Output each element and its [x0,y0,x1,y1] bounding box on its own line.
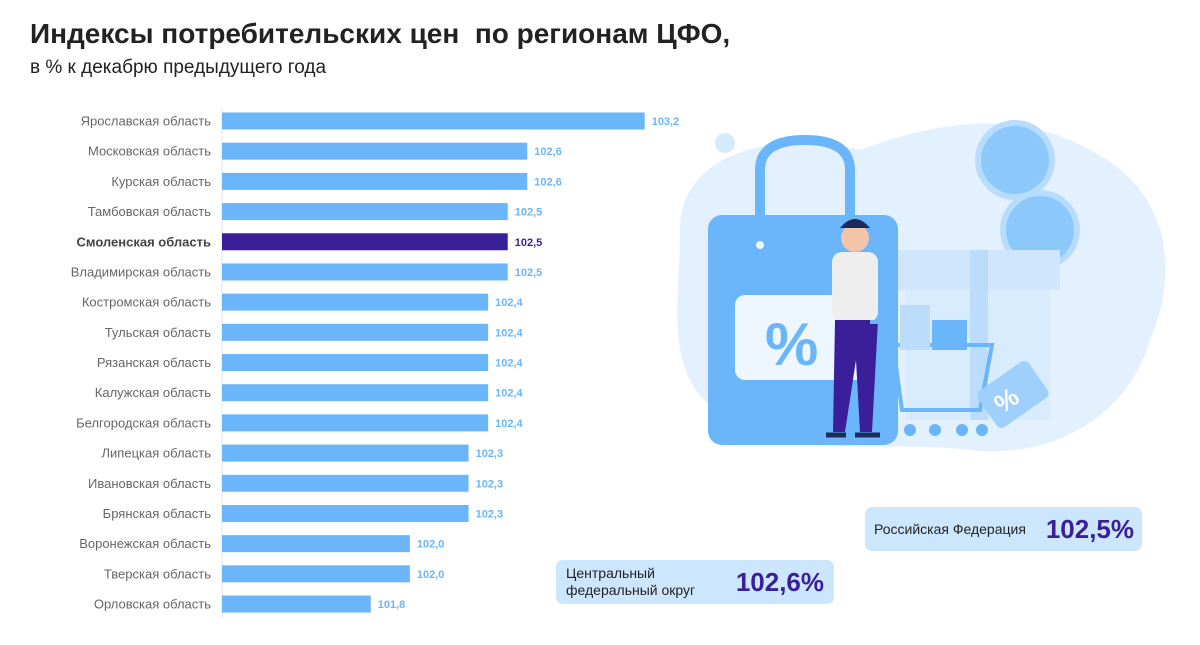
bar [222,504,469,522]
coin-icon [975,120,1055,200]
shopping-cart-icon [870,320,995,412]
value-label: 102,3 [476,508,504,520]
value-label: 102,0 [417,569,445,581]
bar [222,142,528,160]
price-tag-icon [977,360,1049,428]
value-label: 102,5 [515,237,543,249]
page-subtitle: в % к декабрю предыдущего года [30,57,327,78]
page-title: Индексы потребительских цен по регионам … [30,18,731,49]
category-label: Липецкая область [102,446,212,461]
bar [222,354,489,372]
category-label: Воронежская область [79,536,211,551]
category-label: Костромская область [82,295,211,310]
person-legs [833,320,878,432]
bar [222,444,469,462]
bag-handle [755,134,855,220]
bar [222,293,489,311]
category-label: Тверская область [104,566,211,581]
bar [222,233,508,251]
cfo-label: Центральный федеральный округ [566,565,695,599]
person-head [841,224,869,252]
category-label: Московская область [88,144,211,159]
bar [222,323,489,341]
bar [222,203,508,221]
value-label: 103,2 [652,116,680,128]
category-label: Орловская область [94,597,211,612]
category-label: Курская область [111,174,211,189]
value-label: 101,8 [378,599,406,611]
person-shirt [832,252,878,322]
category-label: Смоленская область [76,234,211,249]
value-label: 102,3 [476,448,504,460]
value-label: 102,0 [417,539,445,551]
rf-label: Российская Федерация [874,520,1026,537]
category-label: Владимирская область [71,264,211,279]
value-label: 102,4 [495,297,523,309]
bar [222,263,508,281]
value-label: 102,5 [515,207,543,219]
bar [222,565,410,583]
bar-chart: Ярославская область 103,2 Московская облас… [71,108,680,618]
bar [222,384,489,402]
cfo-summary-box: Центральный федеральный округ 102,6% [556,560,834,604]
bar [222,112,645,130]
category-label: Ярославская область [81,114,212,129]
bar [222,535,410,553]
bar [222,414,489,432]
cfo-label-line1: Центральный [566,565,655,581]
value-label: 102,4 [495,327,523,339]
value-label: 102,5 [515,267,543,279]
value-label: 102,6 [534,146,562,158]
category-label: Рязанская область [97,355,211,370]
category-label: Ивановская область [88,476,211,491]
category-label: Брянская область [103,506,212,521]
bar [222,595,371,613]
category-label: Тамбовская область [88,204,212,219]
value-label: 102,4 [495,388,523,400]
percent-icon: % [765,311,818,378]
rf-summary-box: Российская Федерация 102,5% [865,507,1142,551]
category-label: Тульская область [105,325,211,340]
bar [222,474,469,492]
cfo-value: 102,6% [735,566,824,597]
category-label: Белгородская область [76,415,211,430]
value-label: 102,4 [495,418,523,430]
value-label: 102,6 [534,176,562,188]
cfo-label-line2: федеральный округ [566,582,696,598]
rf-value: 102,5% [1045,513,1134,544]
value-label: 102,3 [476,478,504,490]
bar [222,172,528,190]
bubble [715,133,735,153]
category-label: Калужская область [95,385,211,400]
shopping-illustration: % % [677,120,1166,452]
value-label: 102,4 [495,358,523,370]
